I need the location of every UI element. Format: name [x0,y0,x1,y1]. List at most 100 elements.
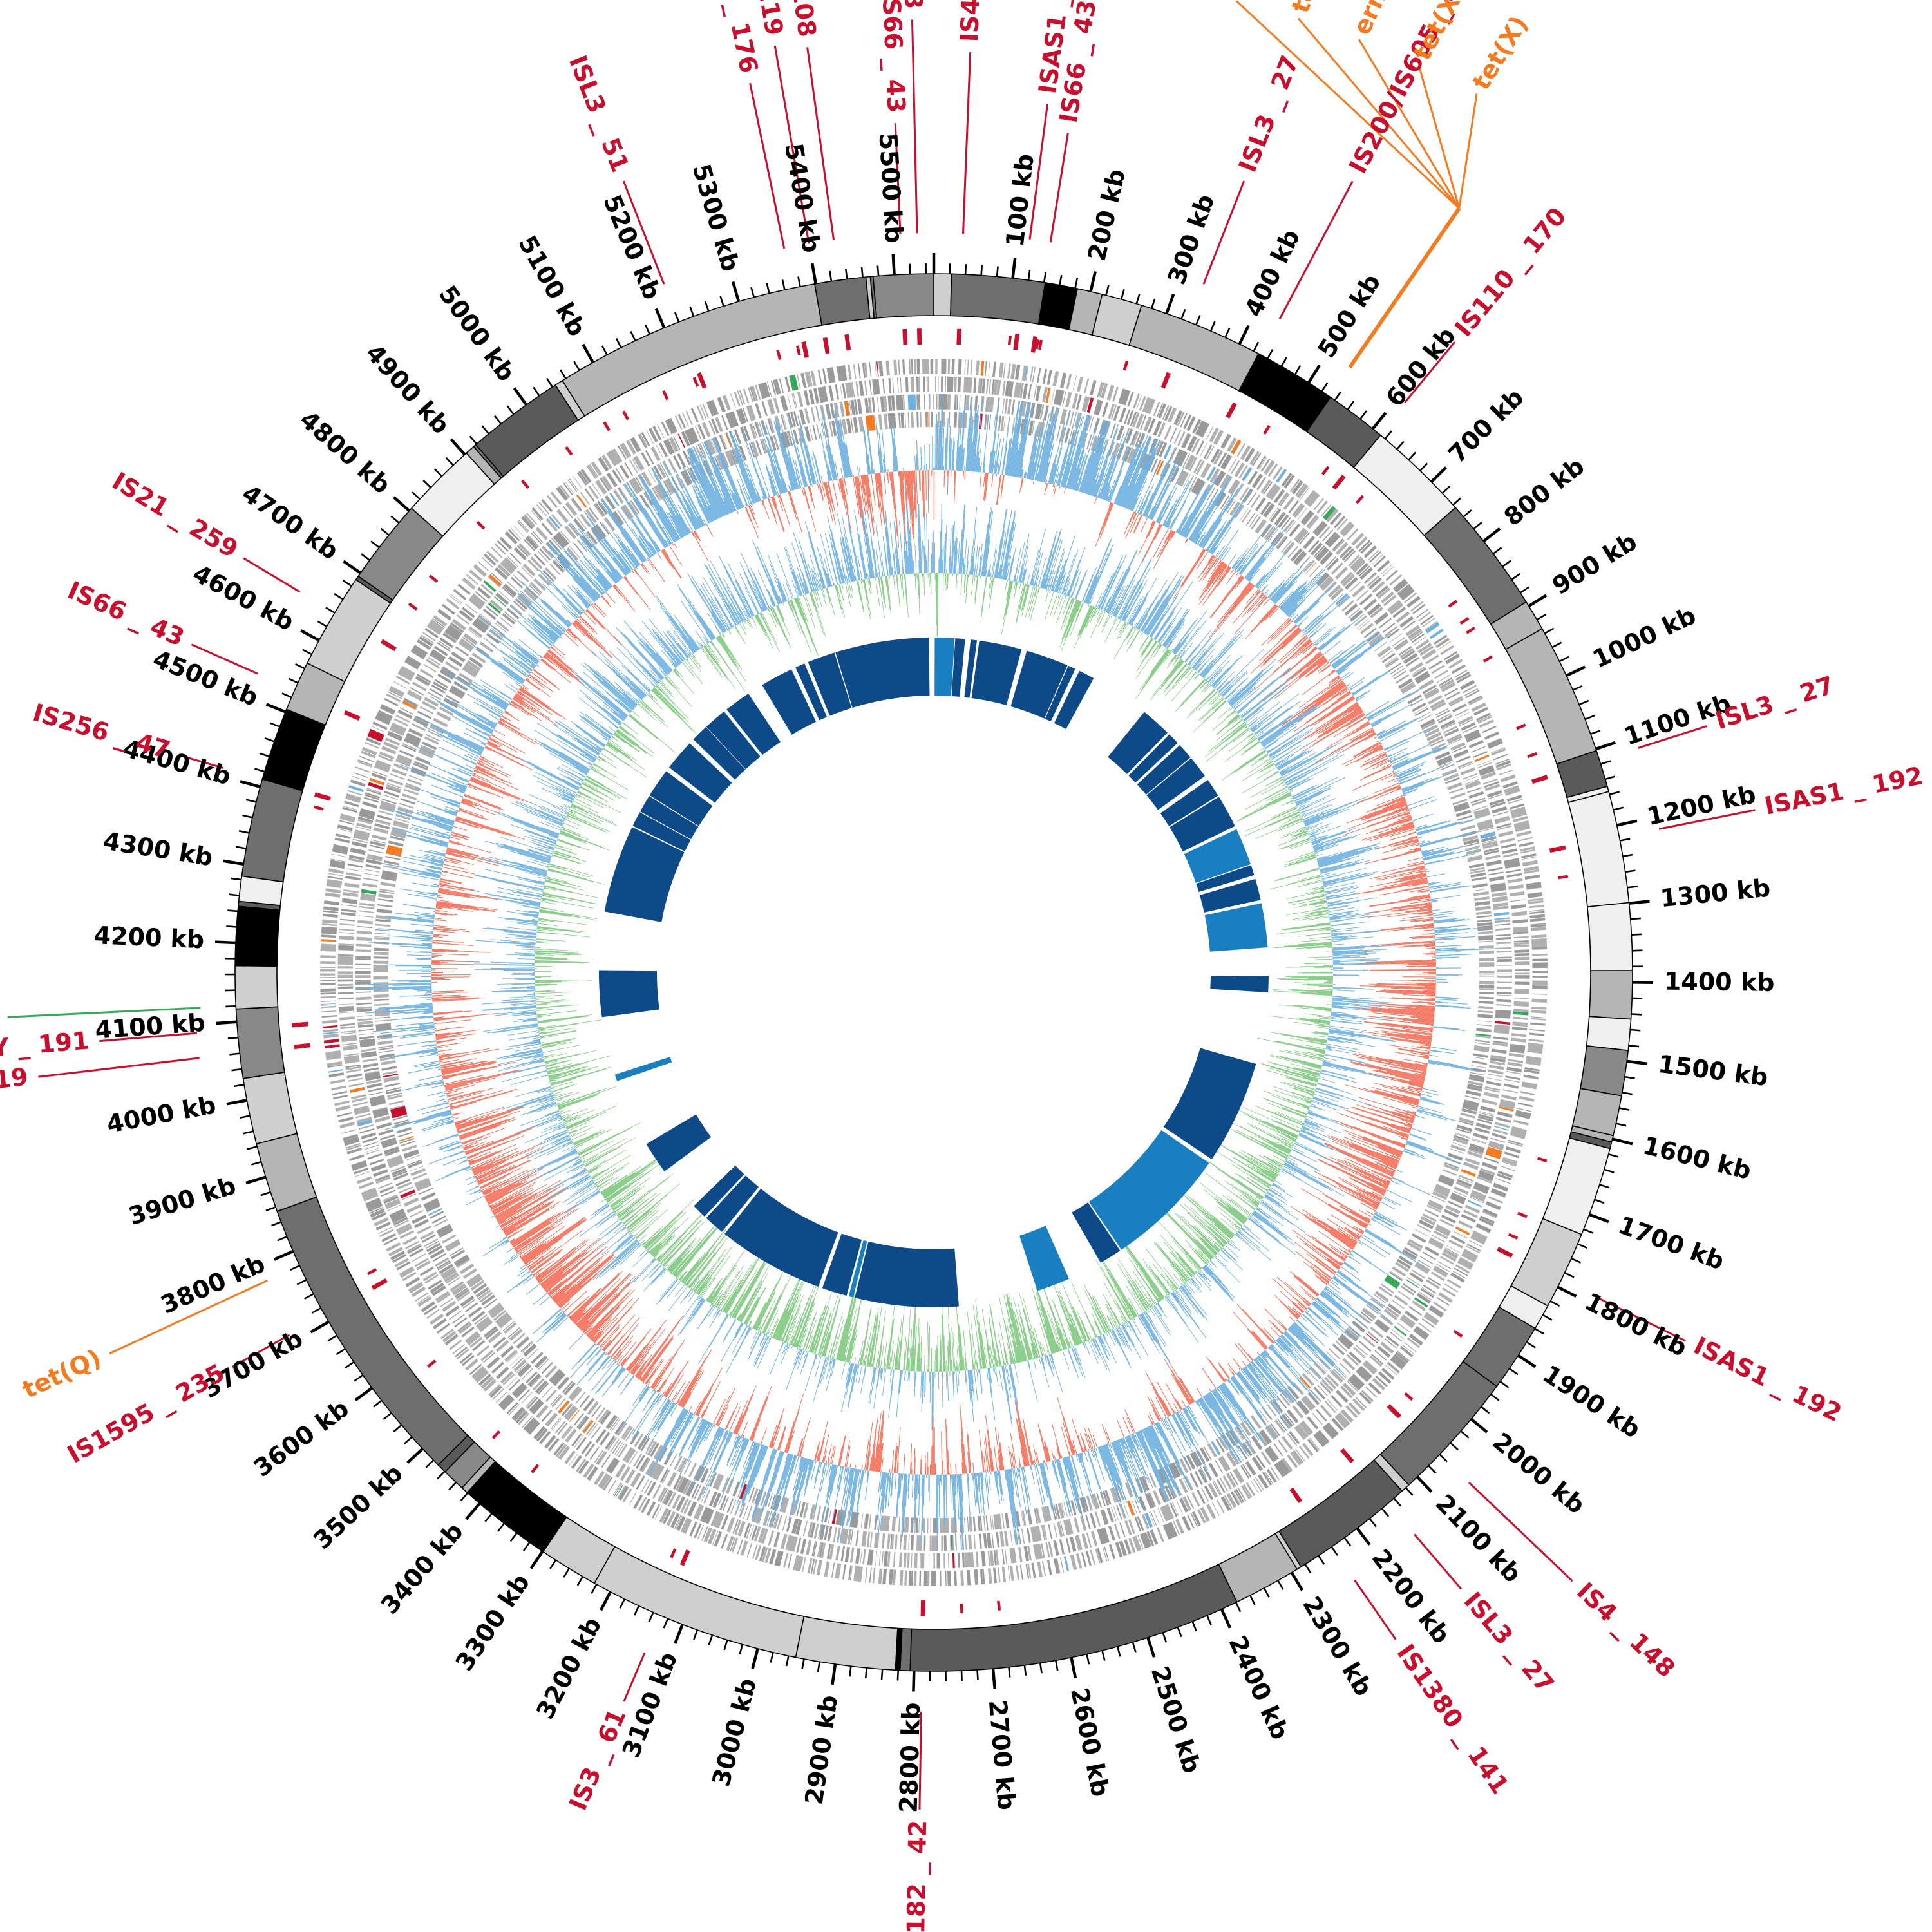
cds-feature [1014,364,1021,380]
axis-tick-minor [1600,760,1611,765]
gc-content-bar [1336,1271,1360,1289]
cds-feature [1307,1392,1320,1405]
cds-feature [1019,383,1024,399]
gc-content-bar [1435,975,1459,976]
cds-feature [1104,1546,1110,1561]
cds-feature [1441,1287,1456,1297]
cds-feature [1458,1177,1473,1184]
cds-feature [1280,493,1290,507]
gc-content-bar [1412,1123,1415,1125]
gc-content-bar [1202,567,1231,605]
cds-feature [1392,636,1406,647]
cds-feature [864,362,868,378]
axis-tick-minor [1578,699,1589,706]
cds-feature [520,1341,533,1352]
cds-feature [1079,1497,1087,1513]
cds-feature [1119,1540,1128,1557]
cds-feature [400,1189,415,1198]
cds-feature [1251,1456,1264,1472]
axis-tick-minor [1408,451,1417,460]
cds-feature [1398,678,1413,689]
cds-feature [600,1410,612,1425]
cds-feature [876,397,880,412]
gc-content-bar [1199,493,1233,547]
gc-content-bar [1184,527,1190,538]
cds-feature [1334,1412,1350,1428]
cds-feature [469,1336,483,1349]
gc-content-bar [1285,596,1303,614]
cds-feature [1237,1487,1247,1502]
gc-content-bar [1403,1150,1425,1159]
cds-feature [730,1499,737,1515]
cds-feature [1325,556,1337,569]
cds-feature [1408,628,1423,640]
cds-feature [1042,386,1048,402]
axis-tick-major [1290,1571,1304,1591]
cds-feature [1356,1345,1368,1356]
cds-feature [1486,1077,1502,1081]
cds-feature [453,681,468,692]
cds-feature [341,1129,357,1134]
gc-content-bar [982,417,989,473]
cds-feature [652,426,662,440]
gc-content-bar [1007,408,1018,476]
cds-feature [1183,1456,1192,1471]
cds-feature [468,656,484,668]
cds-feature [1477,1118,1493,1124]
gc-content-bar [1374,1211,1376,1213]
cds-feature [1333,515,1346,529]
cds-feature [1287,1432,1298,1446]
cds-feature [1455,1132,1470,1138]
cds-feature [844,401,850,417]
cds-feature [1372,581,1385,593]
cds-feature [554,559,565,571]
cds-feature [1180,433,1188,448]
gc-content-bar [1258,562,1283,590]
cds-feature [377,1034,392,1039]
axis-tick-minor [296,1279,307,1285]
cds-feature [1027,1509,1033,1525]
cds-feature [958,1553,960,1568]
cds-feature [1454,1186,1469,1195]
cds-feature [674,415,683,430]
gc-content-bar [1115,446,1140,505]
cds-feature [1444,688,1459,697]
is-marker [822,337,830,354]
gc-content-bar [1037,406,1054,481]
cds-feature [1358,540,1371,553]
cds-feature [507,581,519,592]
cds-feature [349,1086,365,1093]
cds-feature [511,1383,528,1399]
cds-feature [1355,536,1368,549]
gc-content-bar [1198,522,1215,547]
cds-feature [1512,815,1528,822]
cds-feature [1377,645,1391,657]
cds-feature [410,645,428,660]
gc-content-bar [946,418,949,471]
cds-feature [1532,970,1548,974]
cds-feature [1421,721,1436,730]
cds-feature [1392,607,1406,618]
cds-feature [321,939,336,942]
gc-content-bar [1433,1027,1465,1031]
gc-content-bar [1197,554,1214,580]
cds-feature [475,591,488,602]
gc-content-bar [1152,528,1170,558]
gc-content-bar [1083,420,1107,493]
cds-feature [1508,1139,1524,1146]
cds-feature [1290,548,1303,562]
cds-feature [373,964,389,972]
gc-content-bar [995,450,999,474]
cds-feature [618,446,627,460]
gc-content-bar [1036,424,1049,481]
cds-feature [1097,1527,1110,1545]
cds-feature [434,679,449,688]
cds-feature [1290,1430,1300,1444]
gc-content-bar [1267,619,1292,645]
cds-feature [933,394,934,410]
cds-feature [1132,1535,1142,1552]
gc-content-bar [1424,860,1440,865]
cds-feature [356,936,372,942]
cds-feature [549,516,560,529]
gc-content-bar [1261,617,1290,646]
